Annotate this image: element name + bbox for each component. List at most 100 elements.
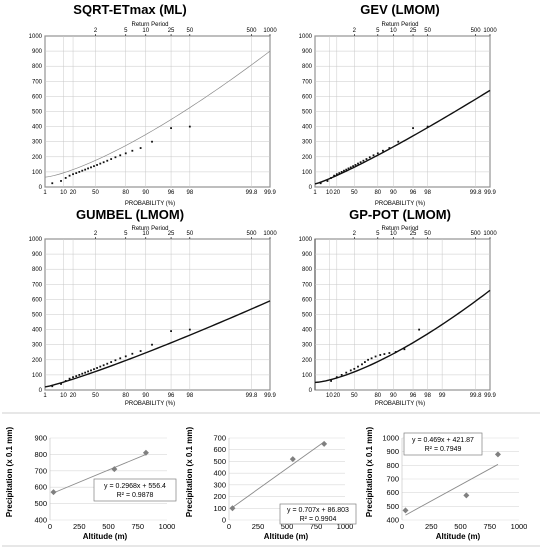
observed-point [374, 355, 377, 358]
observed-point [84, 371, 87, 374]
x-tick-label: 10 [326, 190, 333, 196]
y-tick-label: 300 [213, 480, 226, 489]
x-tick-label: 99.9 [264, 190, 276, 196]
return-period-label: Return Period [131, 226, 168, 232]
data-point [229, 505, 236, 512]
observed-point [96, 367, 98, 369]
observed-point [372, 154, 375, 157]
observed-point [96, 164, 98, 166]
x-axis-label: PROBABILITY (%) [125, 201, 175, 207]
observed-point [131, 149, 134, 152]
fitted-curve [44, 50, 271, 178]
y-tick-label: 300 [302, 140, 313, 146]
y-tick-label: 600 [213, 445, 226, 454]
y-tick-label: 700 [213, 434, 226, 443]
x-tick-label: 96 [168, 190, 175, 196]
x-tick-label: 99.9 [484, 393, 496, 399]
data-point [494, 451, 501, 458]
x-axis-label: Altitude (m) [83, 532, 128, 541]
panel-title: GP-POT (LMOM) [349, 207, 451, 222]
return-period-label: Return Period [381, 226, 418, 232]
y-tick-label: 200 [302, 155, 313, 161]
frequency-plot-sqrt-etmax: SQRT-ETmax (ML) Return Period PROBABILIT… [29, 2, 278, 207]
observed-point [340, 171, 343, 173]
observed-point [335, 173, 338, 176]
x-tick-label: 0 [48, 522, 52, 531]
y-tick-label: 400 [32, 328, 43, 334]
observed-point [388, 147, 391, 149]
observed-point [335, 376, 338, 379]
y-tick-label: 100 [32, 170, 43, 176]
x-tick-label: 98 [424, 393, 431, 399]
y-tick-label: 500 [32, 313, 43, 319]
x-tick-label: 90 [142, 393, 149, 399]
observed-point [151, 343, 153, 346]
observed-point [370, 357, 373, 360]
observed-point [345, 371, 348, 374]
observed-point [394, 351, 397, 353]
observed-point [361, 363, 363, 366]
y-tick-label: 500 [34, 499, 47, 508]
y-tick-label: 1000 [382, 434, 399, 443]
x-tick-label: 0 [227, 522, 231, 531]
observed-point [345, 168, 348, 171]
return-period-tick-label: 10 [390, 231, 397, 237]
observed-point [72, 173, 74, 176]
return-period-tick-label: 5 [376, 28, 380, 34]
y-tick-label: 1000 [29, 237, 43, 243]
return-period-tick-label: 500 [471, 28, 482, 34]
return-period-tick-label: 10 [142, 28, 149, 34]
r-squared: R² = 0.9904 [300, 516, 337, 523]
x-tick-label: 96 [410, 393, 417, 399]
observed-point [376, 152, 379, 155]
x-axis-label: PROBABILITY (%) [125, 401, 175, 407]
observed-point [359, 161, 362, 164]
x-tick-label: 10 [60, 393, 67, 399]
x-tick-label: 10 [326, 393, 333, 399]
observed-point [75, 375, 78, 378]
y-tick-label: 400 [34, 516, 47, 525]
x-tick-label: 750 [483, 522, 496, 531]
y-tick-label: 200 [32, 358, 43, 364]
return-period-tick-label: 25 [410, 231, 417, 237]
y-tick-label: 300 [32, 343, 43, 349]
data-point [463, 492, 470, 499]
panel-title: GEV (LMOM) [360, 2, 439, 17]
observed-point [362, 159, 365, 162]
y-tick-label: 700 [302, 282, 313, 288]
x-tick-label: 99.8 [246, 190, 258, 196]
data-point [321, 440, 328, 447]
return-period-tick-label: 1000 [483, 231, 497, 237]
panel-title: GUMBEL (LMOM) [76, 207, 184, 222]
x-tick-label: 96 [410, 190, 417, 196]
observed-point [110, 158, 113, 160]
x-tick-label: 99 [439, 393, 446, 399]
observed-point [60, 180, 62, 182]
x-tick-label: 1000 [511, 522, 528, 531]
observed-point [383, 353, 386, 355]
observed-point [354, 164, 357, 166]
observed-point [388, 352, 391, 354]
x-tick-label: 20 [333, 190, 340, 196]
return-period-tick-label: 25 [168, 231, 175, 237]
y-tick-label: 700 [386, 475, 399, 484]
observed-point [357, 365, 359, 368]
y-tick-label: 700 [32, 282, 43, 288]
observed-point [106, 159, 109, 162]
x-tick-label: 98 [186, 190, 193, 196]
x-tick-label: 1000 [337, 522, 354, 531]
return-period-label: Return Period [131, 22, 168, 28]
observed-point [349, 166, 352, 169]
observed-point [68, 174, 71, 177]
observed-point [349, 369, 352, 372]
observed-point [93, 368, 95, 371]
return-period-tick-label: 50 [424, 28, 431, 34]
x-tick-label: 50 [92, 190, 99, 196]
observed-point [326, 180, 329, 182]
y-tick-label: 100 [302, 170, 313, 176]
y-axis-label: Precipitation (x 0.1 mm) [5, 427, 14, 518]
observed-point [68, 377, 71, 380]
data-point [402, 507, 409, 514]
y-tick-label: 300 [32, 140, 43, 146]
observed-point [151, 140, 153, 143]
